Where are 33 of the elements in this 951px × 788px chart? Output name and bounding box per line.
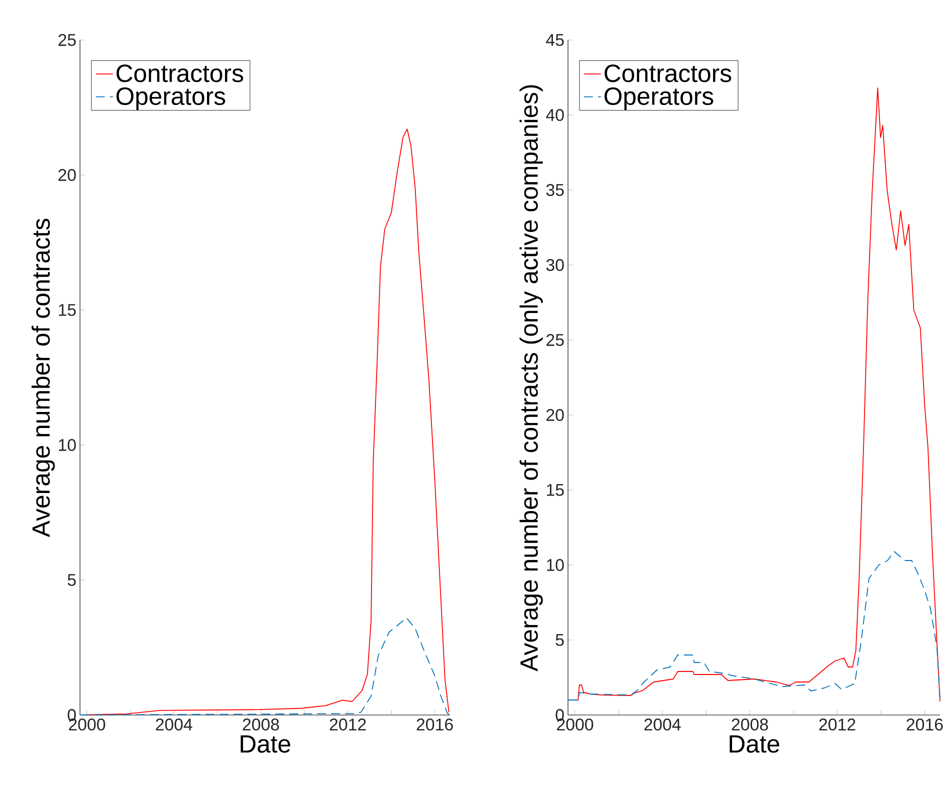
y-axis-title: Average number of contracts (only active companies) [520, 85, 543, 672]
legend-label: Operators [116, 87, 226, 110]
y-axis-title: Average number of contracts [32, 218, 55, 538]
y-tick-label: 25 [58, 34, 76, 46]
line-series [568, 551, 940, 700]
x-tick-label: 2012 [330, 718, 366, 731]
y-tick-label: 30 [546, 259, 564, 271]
x-tick-label: 2008 [242, 718, 279, 731]
legend-label: Contractors [604, 64, 732, 82]
y-tick-label: 10 [58, 439, 76, 451]
y-tick-label: 20 [546, 409, 564, 421]
y-tick-label: 25 [546, 334, 564, 346]
x-tick-label: 2008 [732, 718, 768, 731]
y-tick-label: 15 [58, 304, 76, 316]
legend-label: Operators [604, 87, 714, 110]
x-tick-label: 2012 [819, 718, 856, 731]
x-tick-label: 2004 [156, 718, 192, 731]
x-tick-label: 2000 [68, 718, 106, 731]
y-tick-label: 35 [546, 184, 564, 196]
y-tick-label: 45 [546, 34, 564, 46]
y-tick-label: 10 [546, 559, 564, 571]
x-tick-label: 2016 [906, 718, 943, 731]
y-tick-label: 20 [58, 169, 76, 181]
y-tick-label: 40 [546, 109, 564, 121]
y-tick-label: 5 [556, 634, 564, 646]
legend-label: Contractors [116, 64, 244, 82]
y-tick-label: 5 [68, 574, 76, 586]
x-tick-label: 2000 [557, 718, 594, 731]
x-tick-label: 2004 [644, 718, 681, 731]
x-tick-label: 2016 [416, 718, 453, 731]
y-tick-label: 15 [546, 484, 564, 496]
x-axis-title: Date [730, 735, 780, 753]
x-axis-title: Date [240, 735, 290, 753]
